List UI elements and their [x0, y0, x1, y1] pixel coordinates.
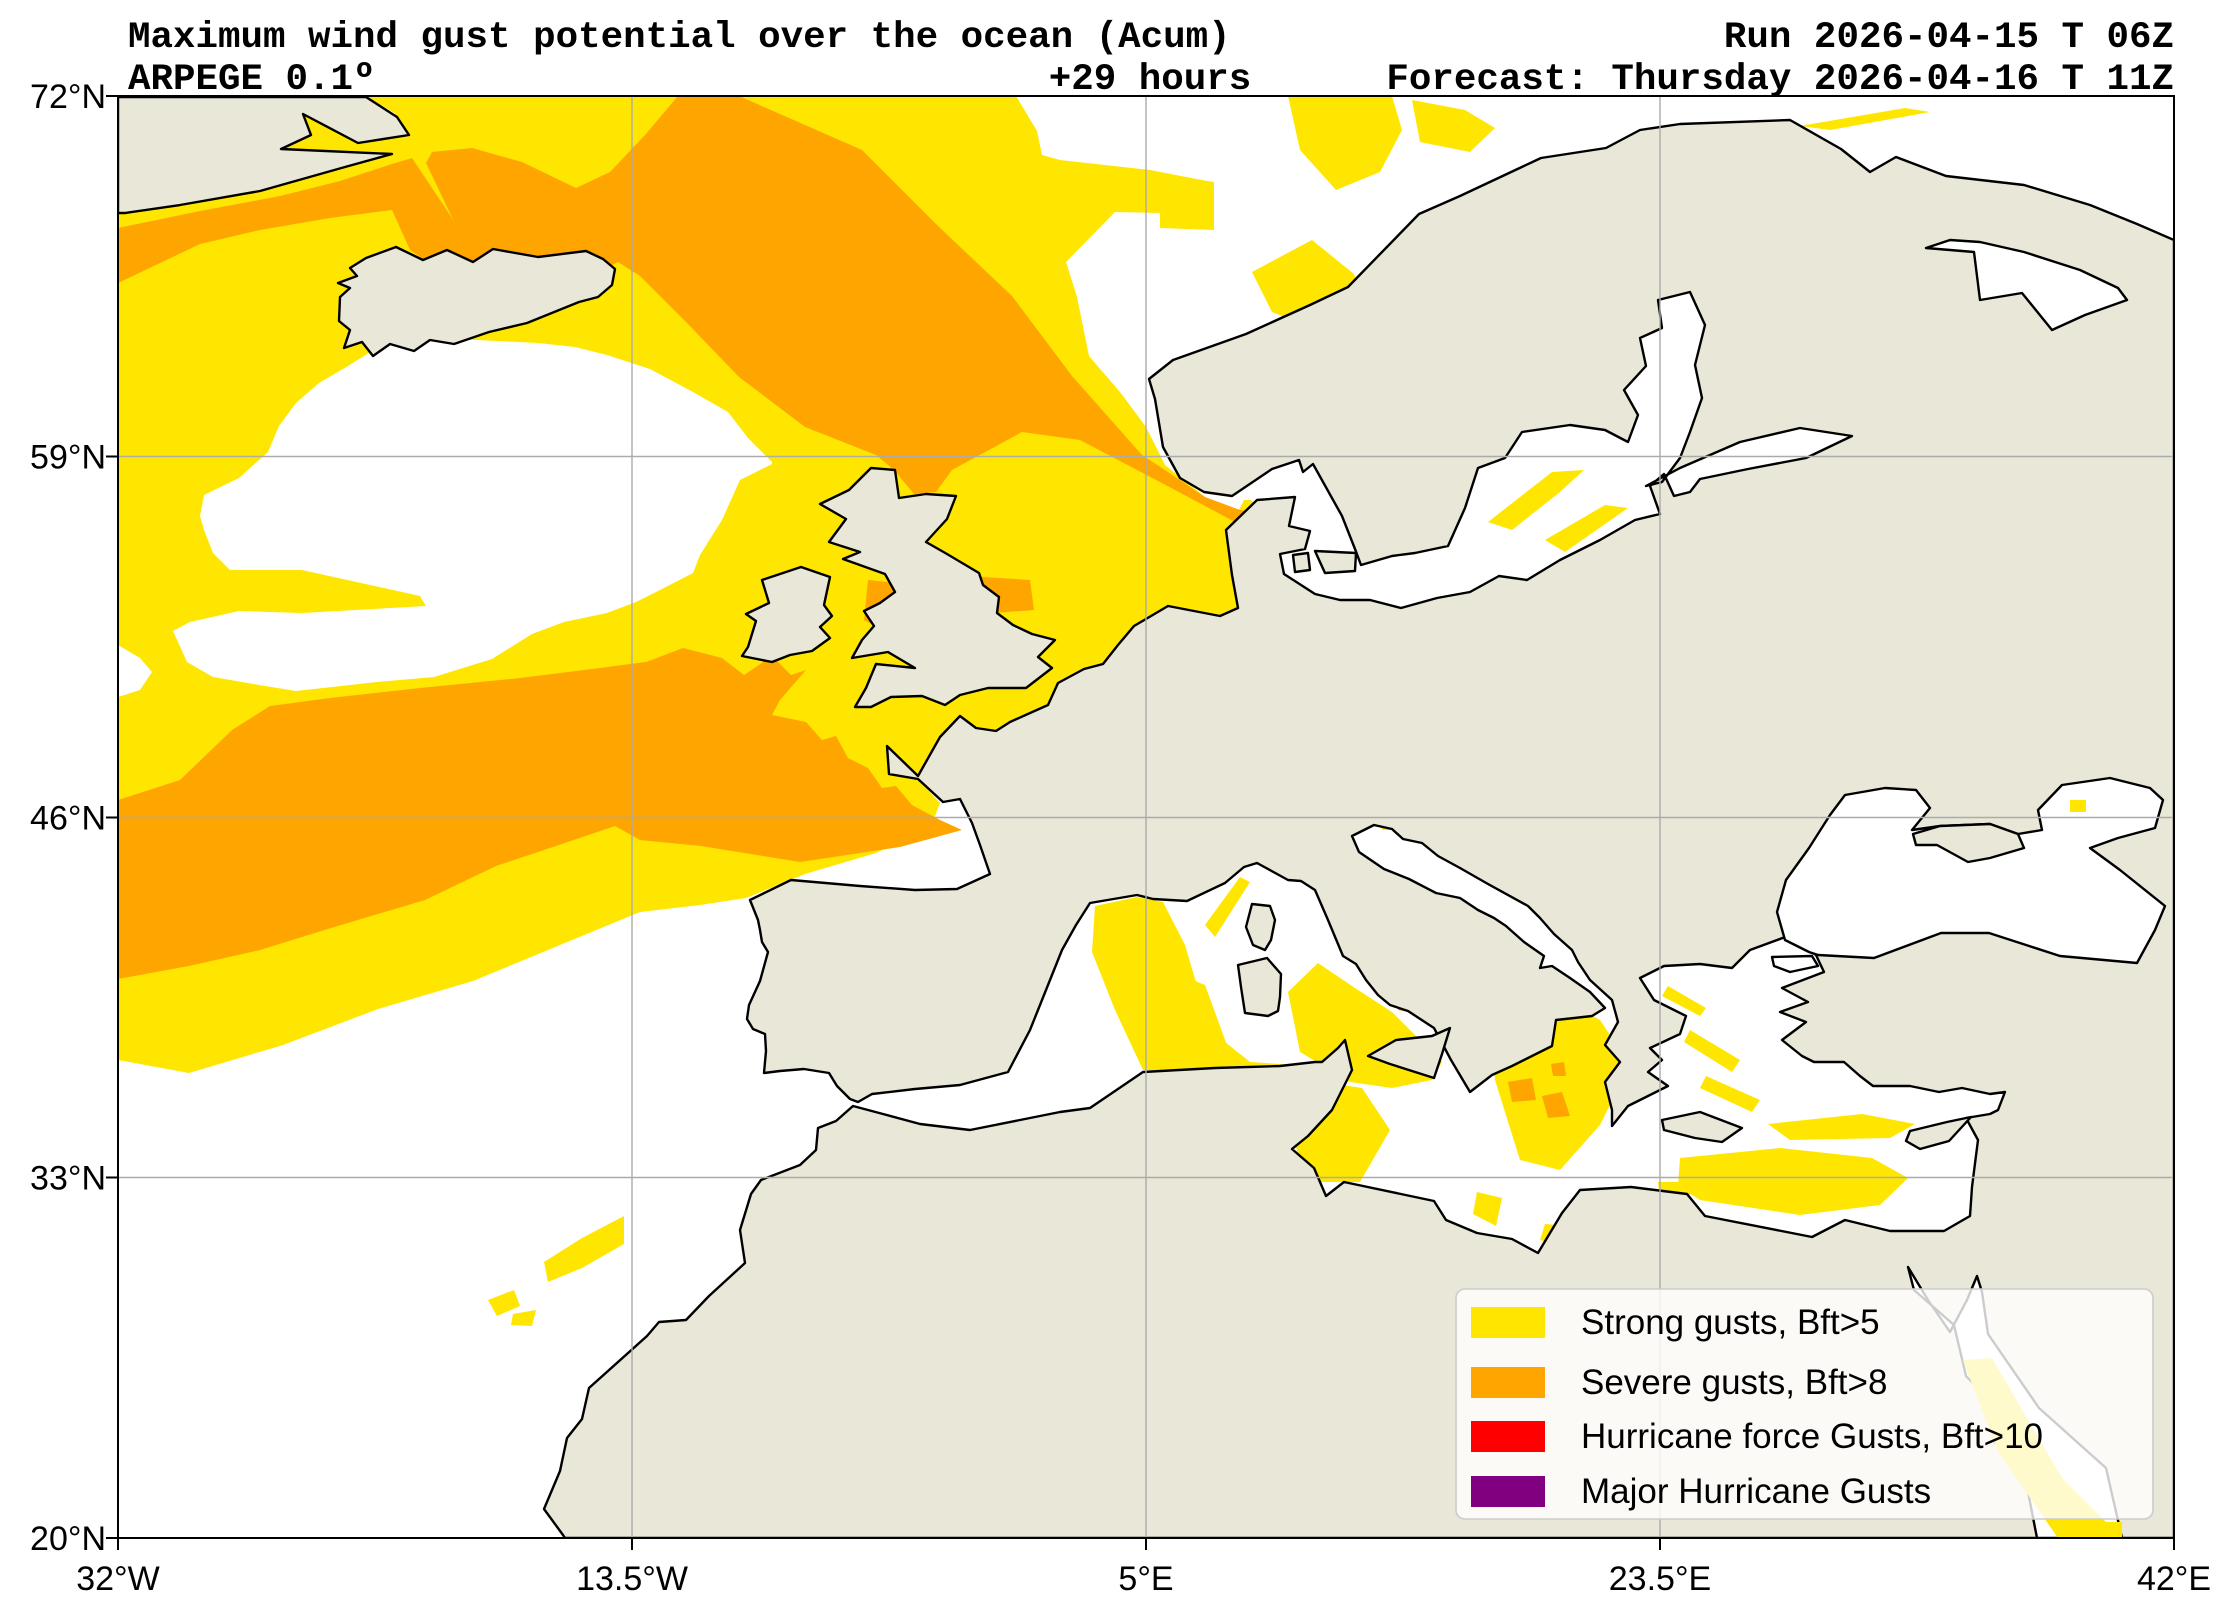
svg-text:46°N: 46°N	[30, 800, 106, 838]
svg-text:32°W: 32°W	[76, 1560, 160, 1598]
svg-text:Forecast: Thursday 2026-04-16: Forecast: Thursday 2026-04-16 T 11Z	[1386, 59, 2174, 101]
svg-text:33°N: 33°N	[30, 1160, 106, 1198]
svg-text:5°E: 5°E	[1118, 1560, 1173, 1598]
svg-text:Maximum wind gust potential ov: Maximum wind gust potential over the oce…	[128, 17, 1231, 59]
svg-text:Severe gusts, Bft>8: Severe gusts, Bft>8	[1581, 1363, 1887, 1402]
svg-text:Strong gusts, Bft>5: Strong gusts, Bft>5	[1581, 1303, 1880, 1342]
svg-text:59°N: 59°N	[30, 439, 106, 477]
svg-text:42°E: 42°E	[2137, 1560, 2211, 1598]
svg-text:Hurricane force Gusts, Bft>10: Hurricane force Gusts, Bft>10	[1581, 1417, 2043, 1456]
svg-text:Run 2026-04-15 T 06Z: Run 2026-04-15 T 06Z	[1724, 17, 2174, 59]
svg-text:ARPEGE 0.1º: ARPEGE 0.1º	[128, 59, 376, 101]
svg-text:Major Hurricane Gusts: Major Hurricane Gusts	[1581, 1472, 1931, 1511]
svg-text:72°N: 72°N	[30, 78, 106, 116]
svg-text:23.5°E: 23.5°E	[1609, 1560, 1711, 1598]
svg-text:13.5°W: 13.5°W	[576, 1560, 688, 1598]
svg-text:20°N: 20°N	[30, 1520, 106, 1558]
svg-text:+29 hours: +29 hours	[1049, 59, 1252, 101]
